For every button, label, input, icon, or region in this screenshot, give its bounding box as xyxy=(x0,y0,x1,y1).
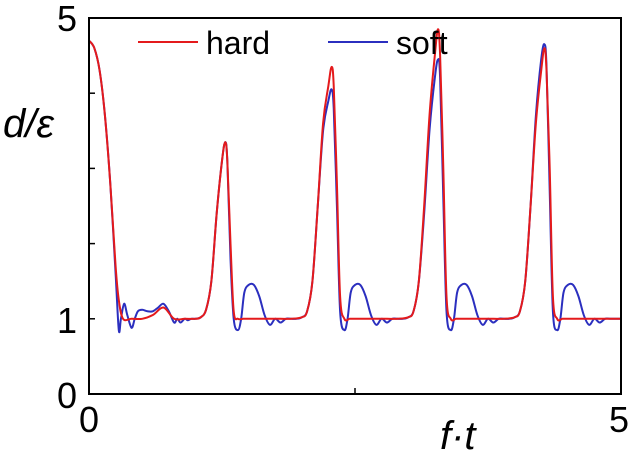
series-line-soft xyxy=(88,39,622,334)
tick-layer xyxy=(88,17,622,395)
legend-label-soft: soft xyxy=(396,25,448,61)
series-line-hard xyxy=(88,28,622,322)
series-layer xyxy=(88,28,622,334)
y-tick-label-5: 5 xyxy=(57,0,77,39)
y-tick-label-1: 1 xyxy=(57,300,77,341)
x-tick-label-0: 0 xyxy=(79,399,99,440)
x-tick-label-5: 5 xyxy=(609,399,629,440)
legend: hard soft xyxy=(138,25,448,61)
x-axis-label: f·t xyxy=(440,414,477,458)
legend-label-hard: hard xyxy=(206,25,270,61)
y-axis-label: d/ε xyxy=(3,102,55,146)
y-tick-label-0: 0 xyxy=(57,375,77,416)
